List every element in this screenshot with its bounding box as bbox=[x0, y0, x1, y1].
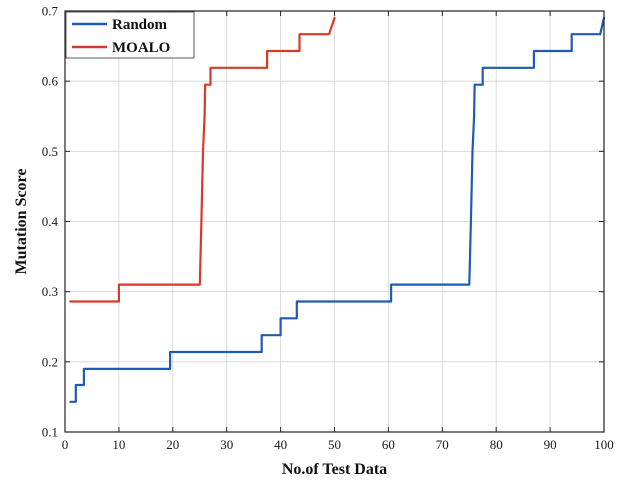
y-tick-label: 0.1 bbox=[42, 425, 58, 440]
legend-label-random: Random bbox=[112, 17, 168, 33]
y-tick-label: 0.7 bbox=[42, 4, 59, 19]
y-tick-label: 0.6 bbox=[42, 74, 59, 89]
x-tick-label: 20 bbox=[166, 437, 179, 452]
legend: Random MOALO bbox=[65, 11, 195, 59]
y-axis-title: Mutation Score bbox=[13, 169, 30, 275]
x-tick-label: 70 bbox=[436, 437, 449, 452]
x-tick-label: 50 bbox=[328, 437, 341, 452]
y-tick-label: 0.4 bbox=[42, 214, 59, 229]
x-tick-labels: 0 10 20 30 40 50 60 70 80 90 100 bbox=[62, 437, 614, 452]
x-tick-label: 30 bbox=[220, 437, 233, 452]
y-tick-label: 0.2 bbox=[42, 354, 58, 369]
x-tick-label: 60 bbox=[382, 437, 395, 452]
tick-marks bbox=[64, 10, 605, 433]
x-axis-title: No.of Test Data bbox=[282, 461, 387, 478]
series-line-random bbox=[69, 16, 606, 403]
series-line-moalo bbox=[69, 16, 336, 303]
x-tick-label: 100 bbox=[594, 437, 614, 452]
series-lines bbox=[69, 16, 606, 403]
x-tick-label: 80 bbox=[490, 437, 503, 452]
x-tick-label: 40 bbox=[274, 437, 287, 452]
y-tick-labels: 0.1 0.2 0.3 0.4 0.5 0.6 0.7 bbox=[42, 4, 59, 440]
x-tick-label: 0 bbox=[62, 437, 69, 452]
x-tick-label: 90 bbox=[544, 437, 557, 452]
legend-label-moalo: MOALO bbox=[112, 40, 170, 56]
y-tick-label: 0.3 bbox=[42, 284, 58, 299]
grid bbox=[65, 11, 604, 432]
legend-box bbox=[65, 11, 195, 59]
x-tick-label: 10 bbox=[112, 437, 125, 452]
y-tick-label: 0.5 bbox=[42, 144, 58, 159]
